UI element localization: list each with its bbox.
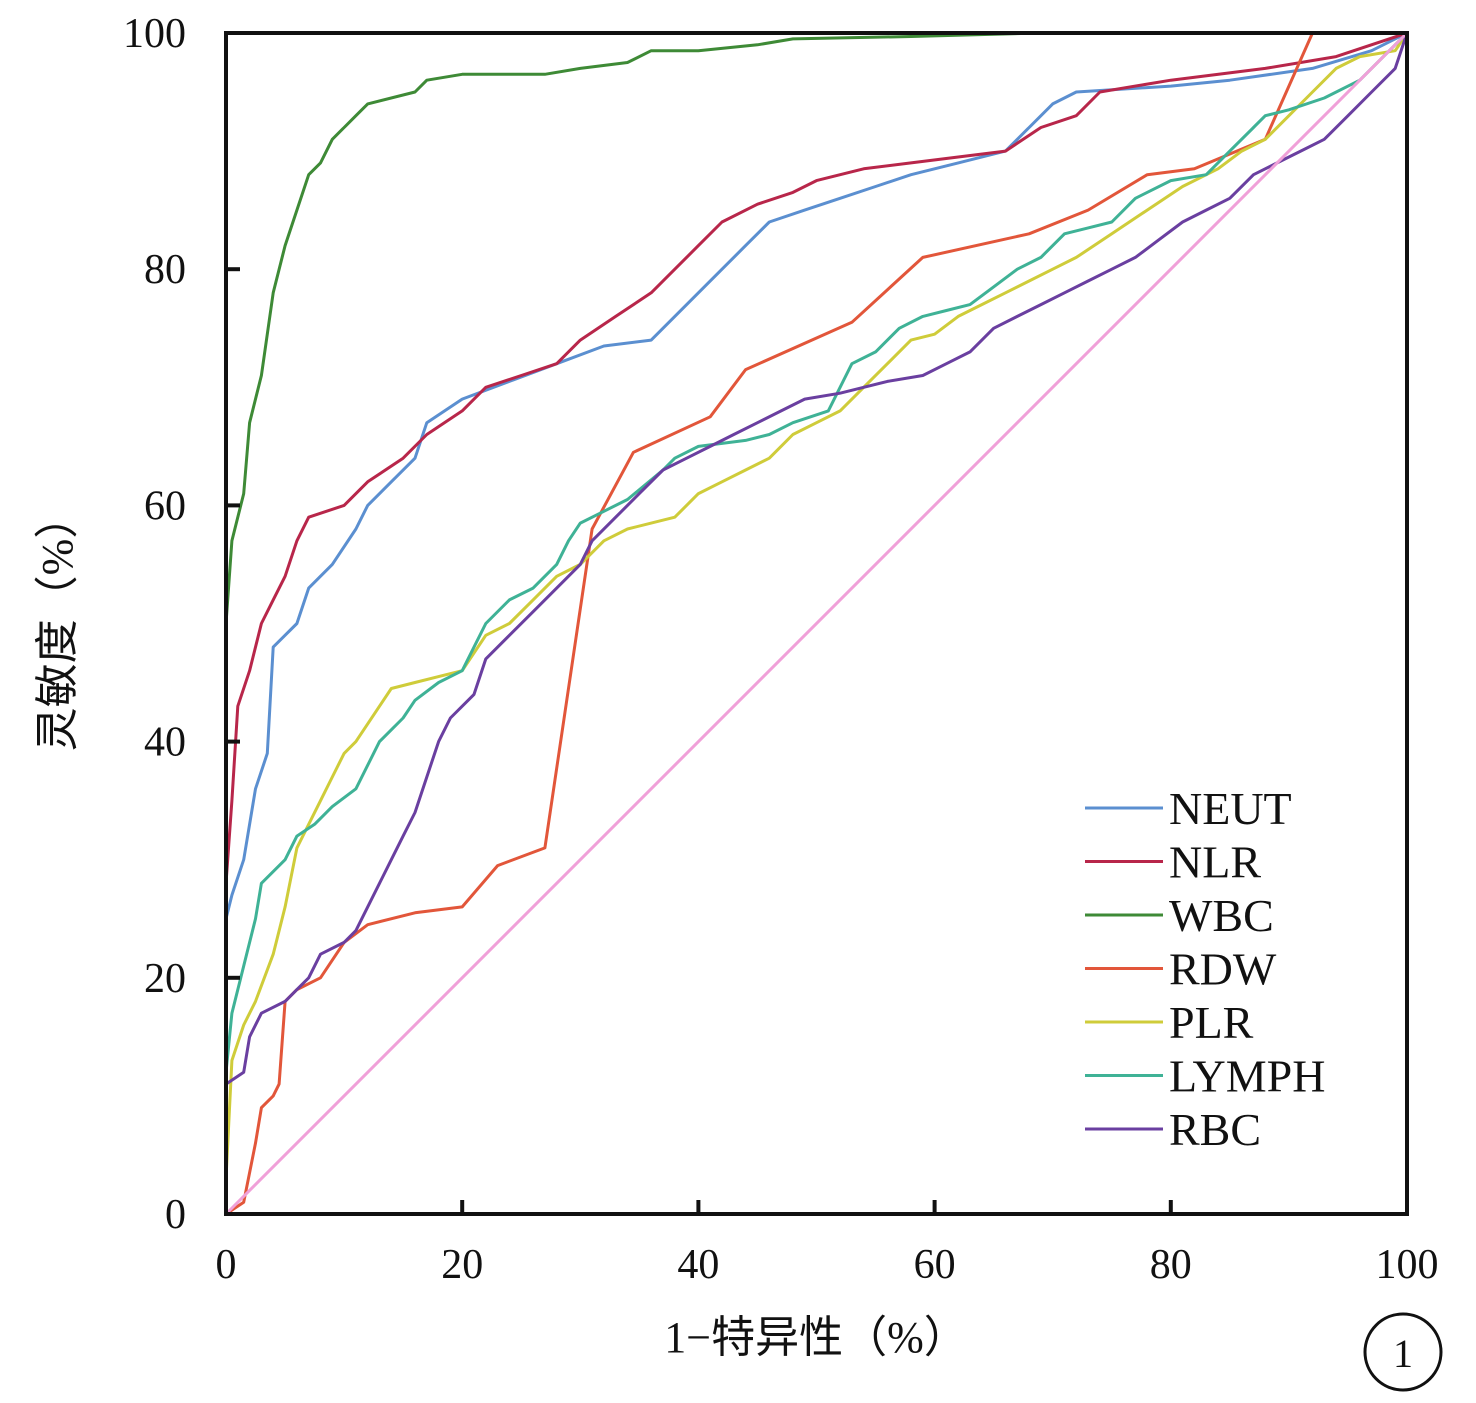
panel-label-circle (1363, 1312, 1443, 1392)
y-axis-title: 灵敏度（%） (33, 495, 82, 752)
x-axis-title: 1−特异性（%） (664, 1313, 967, 1362)
series-line-plr (224, 32, 1409, 1179)
y-tick-label: 60 (144, 483, 186, 529)
legend-label-neut: NEUT (1169, 783, 1292, 834)
legend-label-rdw: RDW (1169, 944, 1277, 995)
panel-label-text: 1 (1393, 1331, 1413, 1376)
legend-label-rbc: RBC (1169, 1104, 1261, 1155)
panel-label: 1 (1363, 1312, 1443, 1392)
series-line-wbc (224, 31, 1041, 624)
plot-frame (224, 31, 1409, 1216)
legend-label-lymph: LYMPH (1169, 1051, 1325, 1102)
legend-label-plr: PLR (1169, 997, 1254, 1048)
y-tick-label: 100 (123, 11, 186, 57)
series-line-reference-diagonal (224, 31, 1409, 1216)
tick-layer: 0 20 40 60 80 100 0 20 40 60 80 100 (123, 11, 1439, 1288)
y-tick-label: 20 (144, 956, 186, 1002)
x-tick-label: 100 (1376, 1242, 1439, 1288)
x-tick-label: 80 (1150, 1242, 1192, 1288)
series-line-rdw (225, 31, 1407, 1216)
x-tick-label: 20 (441, 1242, 483, 1288)
x-tick-label: 60 (914, 1242, 956, 1288)
y-tick-label: 40 (144, 720, 186, 766)
series-line-neut (224, 31, 1408, 1214)
x-tick-label: 0 (216, 1242, 237, 1288)
legend-label-nlr: NLR (1169, 837, 1261, 888)
y-tick-label: 80 (144, 247, 186, 293)
legend-label-wbc: WBC (1169, 890, 1274, 941)
y-tick-label: 0 (165, 1192, 186, 1238)
x-tick-label: 40 (677, 1242, 719, 1288)
series-line-nlr (224, 31, 1408, 1214)
series-line-rbc (225, 32, 1409, 1086)
series-layer (224, 31, 1409, 1216)
series-line-lymph (224, 31, 1409, 1073)
